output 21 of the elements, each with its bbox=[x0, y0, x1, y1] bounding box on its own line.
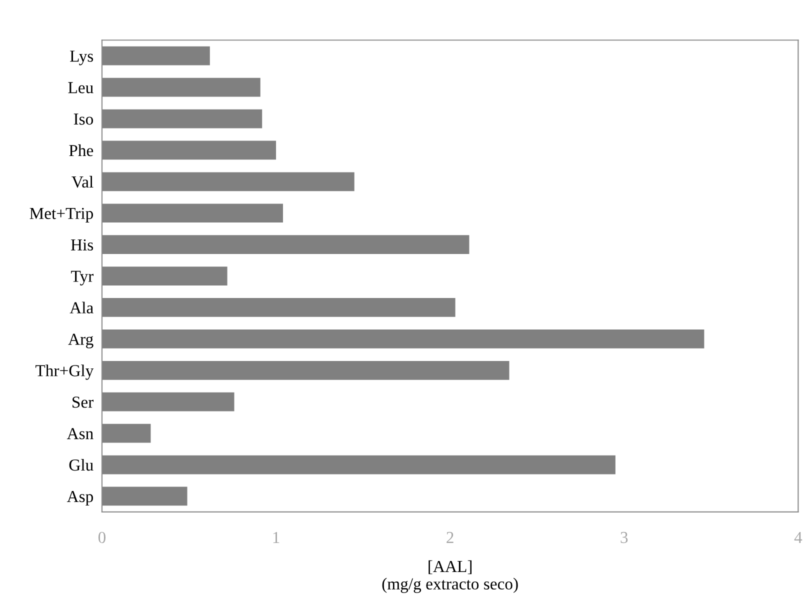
y-tick-label: Glu bbox=[69, 458, 94, 471]
y-tick-label: Phe bbox=[69, 144, 94, 156]
x-tick-label: 0 bbox=[98, 532, 106, 544]
y-tick-label: Arg bbox=[68, 334, 94, 348]
x-axis-title: [AAL] (mg/g extracto seco) bbox=[382, 560, 518, 593]
x-tick-label: 3 bbox=[620, 532, 628, 544]
y-tick-label: Asn bbox=[66, 428, 94, 440]
y-tick-label: His bbox=[70, 239, 94, 251]
y-tick-label: Thr+Gly bbox=[35, 364, 94, 380]
y-tick-label: Ser bbox=[72, 396, 94, 408]
y-tick-label: Met+Trip bbox=[30, 208, 93, 222]
y-tick-label: Val bbox=[72, 176, 94, 188]
y-tick-label: Ala bbox=[70, 302, 94, 314]
y-tick-label: Iso bbox=[74, 114, 94, 125]
x-tick-label: 1 bbox=[273, 532, 280, 543]
y-tick-label: Lys bbox=[70, 50, 94, 66]
x-tick-label: 4 bbox=[794, 532, 802, 543]
x-tick-label: 2 bbox=[446, 532, 454, 543]
y-tick-label: Tyr bbox=[71, 270, 94, 286]
y-tick-label: Leu bbox=[68, 82, 94, 94]
y-tick-label: Asp bbox=[66, 490, 93, 506]
